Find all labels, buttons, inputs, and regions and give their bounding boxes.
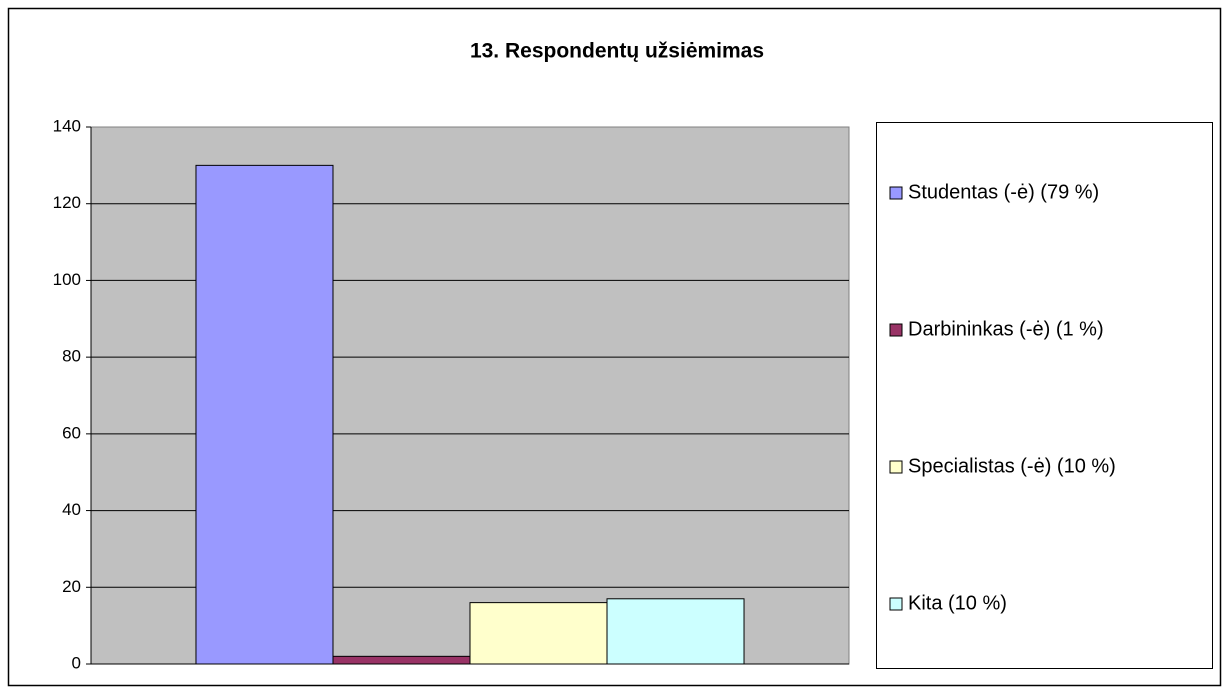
chart-title: 13. Respondentų užsiėmimas	[470, 40, 764, 63]
y-tick-label: 140	[53, 116, 81, 135]
y-tick-label: 0	[72, 653, 81, 672]
y-tick-label: 60	[62, 423, 81, 442]
legend-text: Specialistas (-ė) (10 %)	[908, 455, 1116, 477]
legend-text: Darbininkas (-ė) (1 %)	[908, 318, 1104, 340]
y-tick-label: 40	[62, 500, 81, 519]
legend-swatch	[889, 597, 903, 611]
legend-swatch	[889, 323, 903, 337]
bar	[469, 602, 608, 665]
bar	[195, 164, 334, 665]
y-tick-label: 80	[62, 347, 81, 366]
y-tick-label: 100	[53, 270, 81, 289]
legend-text: Studentas (-ė) (79 %)	[908, 181, 1099, 203]
bar	[332, 655, 471, 665]
legend-swatch	[889, 186, 903, 200]
bar	[606, 598, 745, 665]
legend-box	[876, 122, 1213, 669]
y-tick-label: 20	[62, 577, 81, 596]
y-tick-label: 120	[53, 193, 81, 212]
legend-swatch	[889, 460, 903, 474]
legend-text: Kita (10 %)	[908, 592, 1007, 614]
